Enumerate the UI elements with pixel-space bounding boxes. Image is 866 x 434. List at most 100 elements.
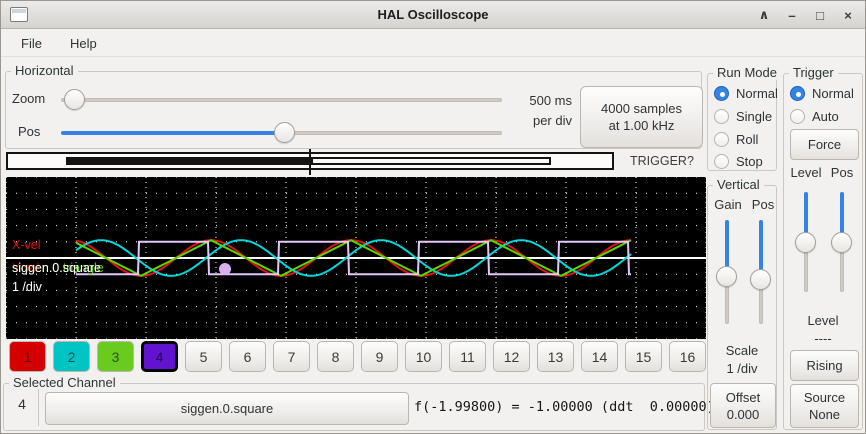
horizontal-group: Horizontal Zoom Pos 500 ms per div 4000 … [5,63,703,149]
run-mode-roll[interactable]: Roll [714,132,758,147]
vertical-pos-slider[interactable] [750,220,772,324]
scope-scale-label: 1 /div [12,280,42,294]
trigger-auto[interactable]: Auto [790,109,839,124]
channel-source-button[interactable]: siggen.0.square [45,392,409,425]
trigger-position-tick [309,149,311,175]
trigger-pos-handle[interactable] [831,232,852,253]
trigger-source-button[interactable]: Source None [790,384,859,428]
scope-display: X-vel Y-vel siggen.0.triangle siggen.0.s… [5,176,707,340]
run-mode-group-label: Run Mode [713,65,781,80]
channel-button-8[interactable]: 8 [317,341,354,372]
vertical-group: Vertical Gain Pos Scale 1 /div Offset 0.… [707,177,777,430]
zoom-slider-handle[interactable] [64,89,85,110]
selected-channel-group-label: Selected Channel [9,375,120,390]
trace-channel-4 [76,240,631,276]
force-trigger-button[interactable]: Force [790,129,859,160]
vertical-gain-label: Gain [714,197,742,212]
scope-ch1-label: X-vel [12,238,41,252]
trigger-pos-slider[interactable] [831,192,853,292]
channel-button-6[interactable]: 6 [229,341,266,372]
close-button[interactable]: × [844,7,852,23]
trigger-group: Trigger Normal Auto Force Level Pos Leve… [783,65,863,430]
title-bar: HAL Oscilloscope ∧ – □ × [1,1,865,29]
menu-help[interactable]: Help [69,35,97,51]
radio-icon[interactable] [790,86,805,101]
window-controls: ∧ – □ × [755,1,857,29]
window-title: HAL Oscilloscope [377,7,489,22]
menu-bar: File Help [1,30,865,57]
pos-slider-handle[interactable] [274,122,295,143]
radio-icon[interactable] [714,154,729,169]
channel-button-2[interactable]: 2 [53,341,90,372]
vertical-gain-handle[interactable] [716,266,737,287]
channel-button-13[interactable]: 13 [537,341,574,372]
vertical-pos-fill [759,220,763,279]
channel-button-7[interactable]: 7 [273,341,310,372]
selected-channel-group: Selected Channel 4 siggen.0.square f(-1.… [3,375,715,431]
scope-canvas [5,176,707,340]
vertical-scale-value: 1 /div [726,361,758,376]
shade-button[interactable]: ∧ [758,7,770,22]
trigger-edge-button[interactable]: Rising [790,350,859,381]
radio-icon[interactable] [714,86,729,101]
vertical-group-label: Vertical [713,177,764,192]
trace-channel-1 [75,239,631,277]
app-icon [10,7,28,22]
pos-slider-fill [61,131,284,135]
vertical-pos-handle[interactable] [750,269,771,290]
channel-button-1[interactable]: 1 [9,341,46,372]
channel-button-3[interactable]: 3 [97,341,134,372]
channel-button-10[interactable]: 10 [405,341,442,372]
maximize-button[interactable]: □ [816,7,824,23]
channel-value-readout: f(-1.99800) = -1.00000 (ddt 0.00000) [414,399,715,415]
record-window-bar [311,157,551,165]
vertical-gain-slider[interactable] [716,220,738,324]
trigger-level-marker [219,263,231,275]
zoom-slider-track[interactable] [61,98,502,102]
channel-button-4[interactable]: 4 [141,341,178,372]
record-filled-bar [66,157,312,165]
trigger-normal[interactable]: Normal [790,86,854,101]
horizontal-group-label: Horizontal [11,63,78,78]
zoom-slider-label: Zoom [12,91,46,106]
vertical-scale-label: Scale [725,343,759,358]
trace-channel-3 [75,239,632,277]
channel-button-12[interactable]: 12 [493,341,530,372]
run-mode-normal[interactable]: Normal [714,86,778,101]
minimize-button[interactable]: – [788,7,796,23]
radio-icon[interactable] [790,109,805,124]
selected-channel-number: 4 [18,396,26,412]
channel-button-5[interactable]: 5 [185,341,222,372]
trigger-level-slider[interactable] [795,192,817,292]
radio-icon[interactable] [714,109,729,124]
trigger-pos-slider-label: Pos [830,165,854,180]
timebase-readout: 500 ms per div [529,93,572,128]
trigger-group-label: Trigger [789,65,838,80]
run-mode-single[interactable]: Single [714,109,772,124]
run-mode-stop[interactable]: Stop [714,154,763,169]
channel-button-9[interactable]: 9 [361,341,398,372]
samples-button[interactable]: 4000 samples at 1.00 kHz [580,86,703,148]
separator [38,389,39,426]
trigger-status-text: TRIGGER? [630,154,694,168]
channel-button-row: 1 2 3 4 5 6 7 8 9 10 11 12 13 14 15 16 [9,341,706,372]
menu-file[interactable]: File [21,35,42,51]
scope-selected-channel-label: siggen.0.square [12,261,101,275]
trace-channel-2 [75,239,632,277]
channel-button-15[interactable]: 15 [625,341,662,372]
trigger-level-value: ---- [814,331,832,346]
trigger-level-handle[interactable] [795,232,816,253]
trigger-pos-fill [840,192,844,242]
run-mode-group: Run Mode Normal Single Roll Stop [707,65,781,171]
vertical-pos-label: Pos [751,197,775,212]
channel-button-11[interactable]: 11 [449,341,486,372]
radio-icon[interactable] [714,132,729,147]
vertical-offset-button[interactable]: Offset 0.000 [710,383,776,428]
channel-button-14[interactable]: 14 [581,341,618,372]
channel-button-16[interactable]: 16 [669,341,706,372]
horizontal-zoom-slider[interactable] [61,88,502,112]
vertical-gain-fill [725,220,729,276]
trigger-level-fill [804,192,808,242]
horizontal-pos-slider[interactable] [61,121,502,145]
